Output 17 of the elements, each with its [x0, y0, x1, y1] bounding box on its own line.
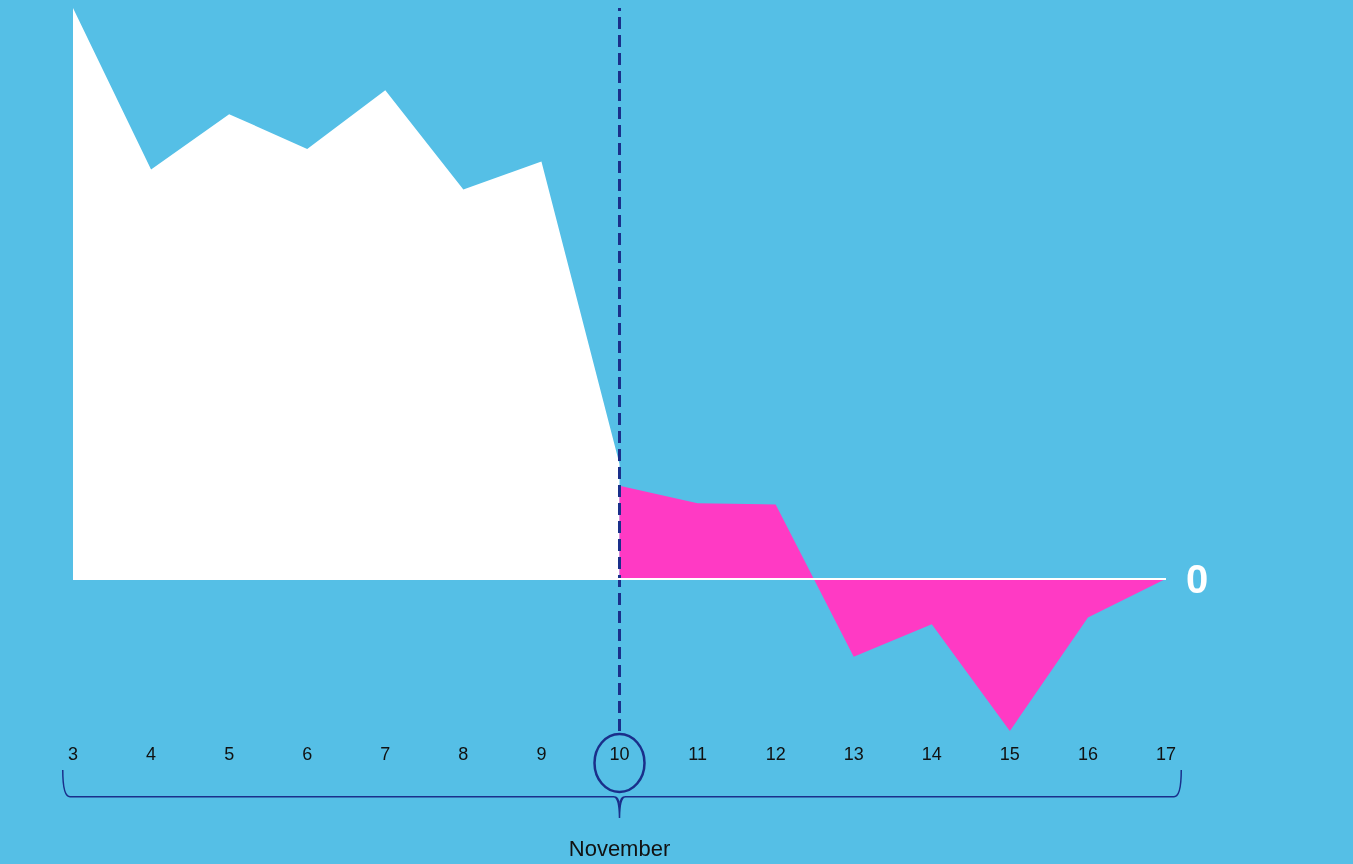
x-axis-title: November — [568, 835, 671, 861]
x-tick-label: 10 — [609, 744, 630, 764]
x-tick-label: 4 — [146, 744, 157, 764]
x-tick-label: 11 — [688, 744, 707, 764]
x-tick-label: 13 — [843, 744, 864, 764]
x-tick-label: 6 — [302, 744, 313, 764]
x-tick-label: 9 — [536, 744, 547, 764]
x-tick-label: 8 — [458, 744, 469, 764]
x-tick-label: 17 — [1155, 744, 1177, 764]
x-tick-label: 15 — [999, 744, 1020, 764]
x-tick-label: 3 — [67, 744, 79, 764]
x-tick-label: 12 — [765, 744, 786, 764]
x-tick-label: 5 — [224, 744, 235, 764]
ref-line-label: 0 — [1186, 556, 1209, 601]
x-tick-label: 14 — [921, 744, 942, 764]
x-tick-label: 16 — [1077, 744, 1098, 764]
x-tick-label: 7 — [380, 744, 391, 764]
